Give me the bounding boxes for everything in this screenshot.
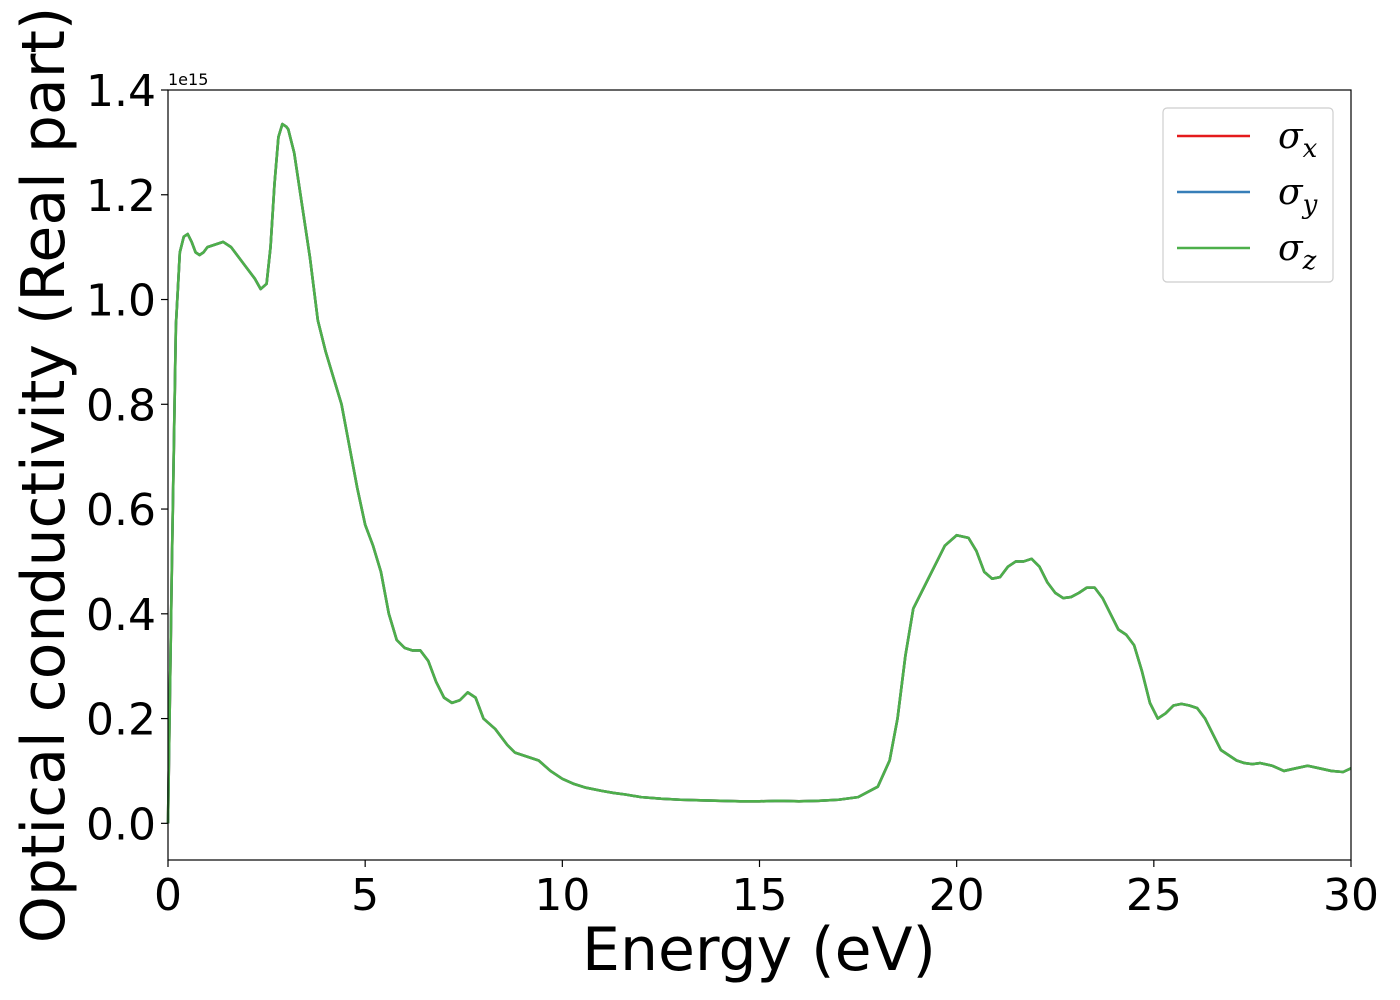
y-tick-label: 1.4 [86, 66, 156, 117]
y-axis: 0.0 0.2 0.4 0.6 0.8 1.0 1.2 1.4 [86, 66, 168, 850]
series-line-z [166, 122, 1352, 824]
legend-subscript: z [1302, 246, 1317, 276]
x-tick-label: 15 [732, 870, 788, 921]
x-tick-label: 5 [351, 870, 379, 921]
legend-frame [1162, 107, 1334, 283]
y-tick-label: 0.4 [86, 590, 156, 641]
x-tick-label: 0 [154, 870, 182, 921]
legend-subscript: y [1302, 190, 1318, 220]
legend-label-x: σx [1278, 116, 1318, 164]
y-tick-label: 1.0 [86, 276, 156, 327]
x-axis: 0 5 10 15 20 25 30 [154, 860, 1379, 921]
x-tick-label: 25 [1126, 870, 1182, 921]
x-tick-label: 20 [929, 870, 985, 921]
x-tick-label: 30 [1323, 870, 1379, 921]
legend-subscript: x [1303, 134, 1318, 164]
legend-symbol: σ [1278, 116, 1304, 157]
y-tick-label: 1.2 [86, 171, 156, 222]
y-offset-label: 1e15 [168, 70, 208, 89]
legend-label-y: σy [1278, 172, 1318, 220]
legend-label-z: σz [1278, 228, 1317, 276]
x-axis-title: Energy (eV) [582, 915, 936, 985]
y-tick-label: 0.2 [86, 695, 156, 746]
y-tick-label: 0.6 [86, 485, 156, 536]
legend-symbol: σ [1278, 228, 1304, 269]
series-group [166, 122, 1352, 824]
legend-symbol: σ [1278, 172, 1304, 213]
plot-area [168, 90, 1351, 860]
y-tick-label: 0.0 [86, 799, 156, 850]
y-tick-label: 0.8 [86, 380, 156, 431]
x-tick-label: 10 [534, 870, 590, 921]
y-axis-title: Optical conductivity (Real part) [9, 7, 79, 944]
